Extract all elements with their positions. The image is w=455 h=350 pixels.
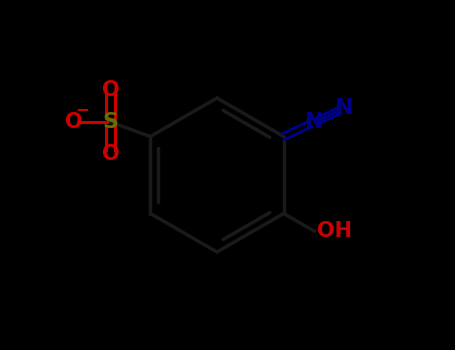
Text: S: S: [103, 112, 119, 132]
Text: O: O: [102, 144, 120, 164]
Text: N: N: [335, 98, 353, 118]
Text: OH: OH: [318, 221, 353, 241]
Text: N: N: [304, 112, 323, 132]
Text: O: O: [65, 112, 83, 132]
Text: −: −: [75, 100, 89, 118]
Text: O: O: [102, 80, 120, 100]
